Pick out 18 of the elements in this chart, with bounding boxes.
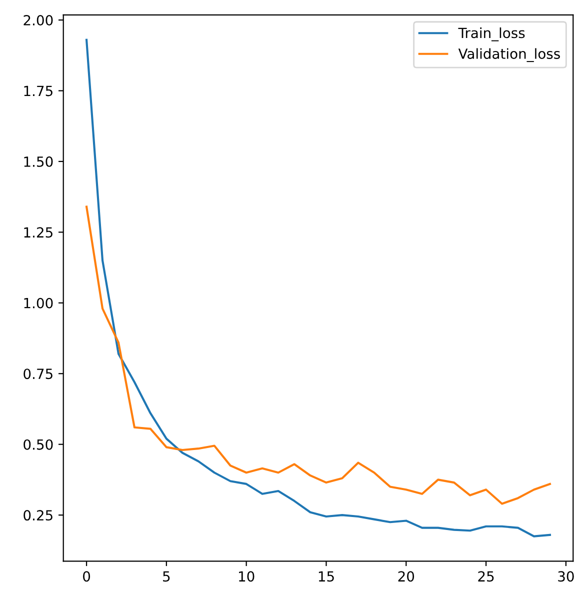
x-tick-label: 10 (239, 571, 254, 582)
x-tick-label: 30 (558, 571, 574, 582)
y-tick-label: 1.75 (24, 86, 52, 96)
y-tick-label: 0.50 (24, 439, 53, 450)
line-series (85, 206, 551, 505)
x-tick-label: 5 (163, 571, 170, 582)
legend-label: Validation_loss (458, 48, 560, 62)
y-tick-label: 0.75 (24, 368, 52, 380)
legend-label: Train_loss (458, 27, 525, 42)
x-tick-label: 0 (83, 571, 90, 582)
y-tick-label: 1.50 (24, 156, 53, 167)
y-tick-label: 0.25 (24, 510, 52, 521)
x-tick-label: 25 (478, 571, 494, 582)
y-tick-label: 1.00 (24, 298, 53, 308)
y-tick-label: 1.25 (24, 227, 52, 238)
x-tick-label: 15 (318, 571, 334, 582)
y-tick-label: 2.00 (24, 14, 53, 26)
x-tick-label: 20 (398, 571, 414, 582)
